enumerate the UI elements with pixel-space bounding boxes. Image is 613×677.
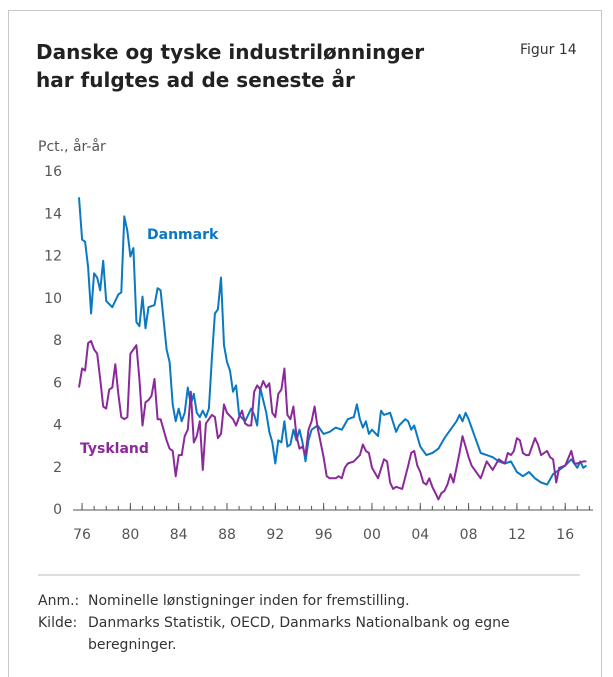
x-tick-label: 96 bbox=[315, 527, 333, 543]
y-tick-label: 6 bbox=[53, 375, 62, 391]
notes: Anm.: Nominelle lønstigninger inden for f… bbox=[38, 590, 578, 656]
x-tick-label: 00 bbox=[363, 527, 381, 543]
y-tick-label: 8 bbox=[53, 333, 62, 349]
chart-title: Danske og tyske industrilønninger har fu… bbox=[36, 40, 425, 92]
y-tick-label: 4 bbox=[53, 418, 62, 434]
y-axis-label: Pct., år-år bbox=[38, 138, 106, 155]
x-tick-label: 76 bbox=[73, 527, 91, 543]
y-tick-label: 10 bbox=[44, 291, 62, 307]
y-tick-label: 12 bbox=[44, 249, 62, 265]
line-series bbox=[78, 197, 587, 486]
note: Anm.: Nominelle lønstigninger inden for f… bbox=[38, 590, 578, 612]
note-text: Nominelle lønstigninger inden for fremst… bbox=[88, 593, 410, 609]
series-label: Tyskland bbox=[80, 441, 149, 457]
note-label: Kilde: bbox=[38, 615, 78, 631]
line-series bbox=[78, 340, 587, 501]
x-tick-label: 16 bbox=[556, 527, 574, 543]
y-tick-label: 2 bbox=[53, 460, 62, 476]
y-tick-label: 14 bbox=[44, 206, 62, 222]
note-text: Danmarks Statistik, OECD, Danmarks Natio… bbox=[88, 615, 510, 653]
note-label: Anm.: bbox=[38, 593, 80, 609]
frame bbox=[8, 10, 602, 677]
note: Kilde: Danmarks Statistik, OECD, Danmarks… bbox=[38, 612, 578, 656]
x-tick-label: 84 bbox=[170, 527, 188, 543]
y-tick-label: 16 bbox=[44, 164, 62, 180]
x-tick-label: 04 bbox=[411, 527, 429, 543]
x-tick-label: 92 bbox=[266, 527, 284, 543]
figure-label: Figur 14 bbox=[520, 42, 577, 58]
x-tick-label: 88 bbox=[218, 527, 236, 543]
series-label: Danmark bbox=[147, 227, 219, 243]
x-tick-label: 08 bbox=[460, 527, 478, 543]
y-tick-label: 0 bbox=[53, 502, 62, 518]
x-tick-label: 12 bbox=[508, 527, 526, 543]
x-tick-label: 80 bbox=[121, 527, 139, 543]
